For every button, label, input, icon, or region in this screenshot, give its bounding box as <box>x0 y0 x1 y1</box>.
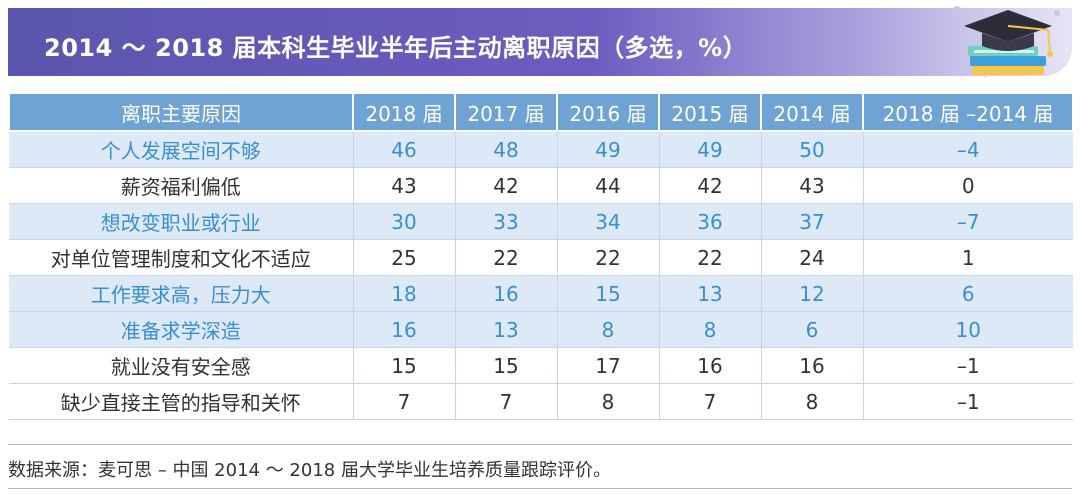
reason-cell: 工作要求高，压力大 <box>9 275 354 312</box>
title-banner: 2014 ～ 2018 届本科生毕业半年后主动离职原因（多选，%） <box>8 8 1072 76</box>
graduation-cap-icon <box>964 10 1053 57</box>
value-cell: 44 <box>557 167 660 204</box>
value-cell: 12 <box>761 275 864 312</box>
value-cell: 42 <box>455 167 558 204</box>
value-cell: –4 <box>863 131 1073 168</box>
table-row: 薪资福利偏低 43 42 44 42 43 0 <box>9 167 1073 204</box>
value-cell: 17 <box>557 347 660 384</box>
graduation-decoration <box>942 0 1072 88</box>
value-cell: 30 <box>353 203 456 240</box>
value-cell: 13 <box>455 311 558 348</box>
value-cell: 34 <box>557 203 660 240</box>
value-cell: 15 <box>455 347 558 384</box>
value-cell: 22 <box>557 239 660 276</box>
value-cell: 7 <box>353 383 456 420</box>
value-cell: 8 <box>557 383 660 420</box>
value-cell: 49 <box>557 131 660 168</box>
value-cell: 16 <box>761 347 864 384</box>
value-cell: 25 <box>353 239 456 276</box>
reason-cell: 就业没有安全感 <box>9 347 354 384</box>
value-cell: 36 <box>659 203 762 240</box>
value-cell: –1 <box>863 347 1073 384</box>
value-cell: 1 <box>863 239 1073 276</box>
table-row: 对单位管理制度和文化不适应 25 22 22 22 24 1 <box>9 239 1073 276</box>
column-header: 2015 届 <box>658 92 762 132</box>
column-header: 2018 届 –2014 届 <box>862 92 1074 132</box>
column-header: 2018 届 <box>352 92 456 132</box>
divider <box>8 488 1072 489</box>
value-cell: 6 <box>863 275 1073 312</box>
value-cell: 15 <box>557 275 660 312</box>
value-cell: 24 <box>761 239 864 276</box>
value-cell: 46 <box>353 131 456 168</box>
data-source-note: 数据来源：麦可思 – 中国 2014 ～ 2018 届大学毕业生培养质量跟踪评价… <box>8 460 611 481</box>
value-cell: 16 <box>455 275 558 312</box>
value-cell: 43 <box>761 167 864 204</box>
divider <box>8 444 1072 445</box>
reason-cell: 准备求学深造 <box>9 311 354 348</box>
reason-cell: 想改变职业或行业 <box>9 203 354 240</box>
table-row: 缺少直接主管的指导和关怀 7 7 8 7 8 –1 <box>9 383 1073 420</box>
table-row: 工作要求高，压力大 18 16 15 13 12 6 <box>9 275 1073 312</box>
value-cell: 42 <box>659 167 762 204</box>
value-cell: 50 <box>761 131 864 168</box>
value-cell: 49 <box>659 131 762 168</box>
value-cell: 22 <box>455 239 558 276</box>
value-cell: 15 <box>353 347 456 384</box>
value-cell: 7 <box>455 383 558 420</box>
value-cell: 37 <box>761 203 864 240</box>
value-cell: 13 <box>659 275 762 312</box>
table-header-row: 离职主要原因 2018 届 2017 届 2016 届 2015 届 2014 … <box>8 92 1074 132</box>
value-cell: –7 <box>863 203 1073 240</box>
reason-cell: 对单位管理制度和文化不适应 <box>9 239 354 276</box>
value-cell: 33 <box>455 203 558 240</box>
column-header: 2014 届 <box>760 92 864 132</box>
value-cell: 16 <box>659 347 762 384</box>
table-row: 想改变职业或行业 30 33 34 36 37 –7 <box>9 203 1073 240</box>
column-header: 离职主要原因 <box>8 92 354 132</box>
value-cell: 48 <box>455 131 558 168</box>
reason-cell: 缺少直接主管的指导和关怀 <box>9 383 354 420</box>
reason-cell: 薪资福利偏低 <box>9 167 354 204</box>
value-cell: 10 <box>863 311 1073 348</box>
resignation-reasons-table: 离职主要原因 2018 届 2017 届 2016 届 2015 届 2014 … <box>8 92 1074 420</box>
page-title: 2014 ～ 2018 届本科生毕业半年后主动离职原因（多选，%） <box>44 34 748 62</box>
value-cell: 43 <box>353 167 456 204</box>
table-row: 准备求学深造 16 13 8 8 6 10 <box>9 311 1073 348</box>
value-cell: 16 <box>353 311 456 348</box>
value-cell: –1 <box>863 383 1073 420</box>
value-cell: 8 <box>557 311 660 348</box>
table-row: 就业没有安全感 15 15 17 16 16 –1 <box>9 347 1073 384</box>
value-cell: 22 <box>659 239 762 276</box>
value-cell: 8 <box>761 383 864 420</box>
value-cell: 7 <box>659 383 762 420</box>
value-cell: 6 <box>761 311 864 348</box>
table-row: 个人发展空间不够 46 48 49 49 50 –4 <box>9 131 1073 168</box>
reason-cell: 个人发展空间不够 <box>9 131 354 168</box>
value-cell: 18 <box>353 275 456 312</box>
column-header: 2017 届 <box>454 92 558 132</box>
value-cell: 0 <box>863 167 1073 204</box>
value-cell: 8 <box>659 311 762 348</box>
column-header: 2016 届 <box>556 92 660 132</box>
